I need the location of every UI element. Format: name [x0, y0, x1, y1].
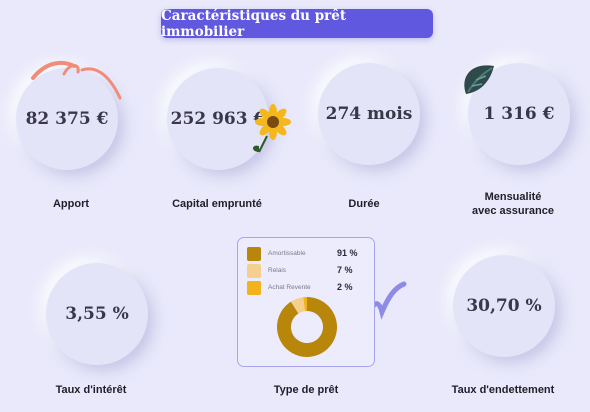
metric-circle-taux-interet: 3,55 %: [46, 263, 148, 365]
loan-type-card: Amortissable 91 % Relais 7 % Achat Reven…: [237, 237, 375, 367]
metric-circle-duree: 274 mois: [318, 63, 420, 165]
donut-slice-relais: [290, 297, 305, 314]
metric-label-capital: Capital emprunté: [172, 198, 262, 210]
legend-name-achat-revente: Achat Revente: [268, 284, 311, 291]
metric-circle-capital: 252 963 €: [167, 68, 269, 170]
legend-pct-amortissable: 91 %: [337, 248, 358, 258]
metric-circle-taux-endettement: 30,70 %: [453, 255, 555, 357]
leaf-decoration: [464, 65, 494, 94]
metric-label-taux-interet: Taux d'intérêt: [55, 384, 127, 396]
metric-circle-apport: 82 375 €: [16, 68, 118, 170]
legend-pct-achat-revente: 2 %: [337, 282, 353, 292]
metric-label-taux-endettement: Taux d'endettement: [451, 384, 555, 396]
donut-slice-amortissable: [277, 297, 337, 357]
lavender-scribble-decoration: [369, 281, 407, 320]
metric-label-mensualite-line1: Mensualité: [484, 191, 542, 203]
coral-scribble-decoration: [31, 60, 122, 100]
legend-item-amortissable: Amortissable 91 %: [247, 247, 358, 261]
legend-swatch-achat-revente: [247, 281, 261, 295]
metric-label-duree: Durée: [348, 198, 380, 210]
metric-label-mensualite: Mensualité avec assurance: [438, 190, 588, 218]
legend-name-relais: Relais: [268, 267, 287, 274]
legend-item-relais: Relais 7 %: [247, 264, 353, 278]
metric-label-mensualite-line2: avec assurance: [472, 205, 554, 217]
metric-label-apport: Apport: [52, 198, 90, 210]
legend-pct-relais: 7 %: [337, 265, 353, 275]
legend-swatch-amortissable: [247, 247, 261, 261]
legend-swatch-relais: [247, 264, 261, 278]
legend-name-amortissable: Amortissable: [268, 250, 306, 257]
donut-slice-achat-revente: [303, 297, 307, 312]
loan-type-donut-chart: [277, 297, 337, 357]
sunflower-icon: [253, 104, 291, 153]
legend-item-achat-revente: Achat Revente 2 %: [247, 281, 353, 295]
page-title: Caractéristiques du prêt immobilier: [161, 8, 433, 40]
metric-label-type-pret: Type de prêt: [273, 384, 339, 396]
